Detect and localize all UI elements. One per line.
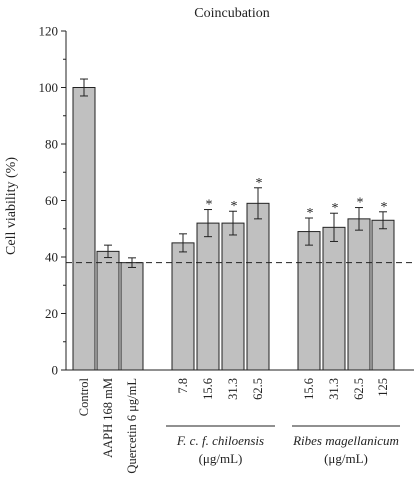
chart-title: Coincubation <box>194 6 269 21</box>
bar <box>322 226 346 371</box>
group-label: Ribes magellanicum <box>292 433 399 448</box>
bar <box>196 222 220 371</box>
significance-star: * <box>332 201 339 216</box>
x-tick-label: 125 <box>376 378 390 397</box>
bar <box>371 219 395 371</box>
significance-star: * <box>357 196 364 211</box>
plot-area: 0 20 40 60 80 100 120 Control AAPH 168 mM Quercet… <box>39 24 414 474</box>
significance-star: * <box>256 176 263 191</box>
bar <box>347 218 371 371</box>
x-tick-label: 62.5 <box>251 378 265 400</box>
x-tick-label: Control <box>77 377 91 416</box>
bar <box>72 87 96 371</box>
significance-star: * <box>381 200 388 215</box>
group-unit-label: (μg/mL) <box>324 451 368 466</box>
y-tick-label: 40 <box>45 250 58 265</box>
significance-star: * <box>206 198 213 213</box>
x-tick-label: 7.8 <box>176 378 190 394</box>
x-tick-label: 31.3 <box>327 378 341 400</box>
y-tick-label: 120 <box>39 24 59 39</box>
group-label: F. c. f. chiloensis <box>176 433 264 448</box>
y-tick-label: 80 <box>45 137 58 152</box>
significance-star: * <box>307 206 314 221</box>
y-tick-label: 60 <box>45 193 58 208</box>
y-tick-label: 20 <box>45 306 58 321</box>
x-tick-label: 15.6 <box>201 378 215 400</box>
bar <box>96 250 120 371</box>
significance-star: * <box>231 199 238 214</box>
bar <box>221 222 245 371</box>
x-tick-label: 31.3 <box>226 378 240 400</box>
y-axis-label: Cell viability (%) <box>4 157 19 255</box>
x-tick-label: 62.5 <box>352 378 366 400</box>
x-tick-label: AAPH 168 mM <box>101 378 115 458</box>
x-tick-label: Quercetin 6 μg/mL <box>125 378 139 474</box>
bar <box>246 202 270 371</box>
group-unit-label: (μg/mL) <box>199 451 243 466</box>
bar <box>171 242 195 371</box>
x-tick-label: 15.6 <box>302 378 316 400</box>
bar <box>297 231 321 371</box>
bar <box>120 262 144 371</box>
y-tick-label: 0 <box>52 363 59 378</box>
y-tick-label: 100 <box>39 80 59 95</box>
